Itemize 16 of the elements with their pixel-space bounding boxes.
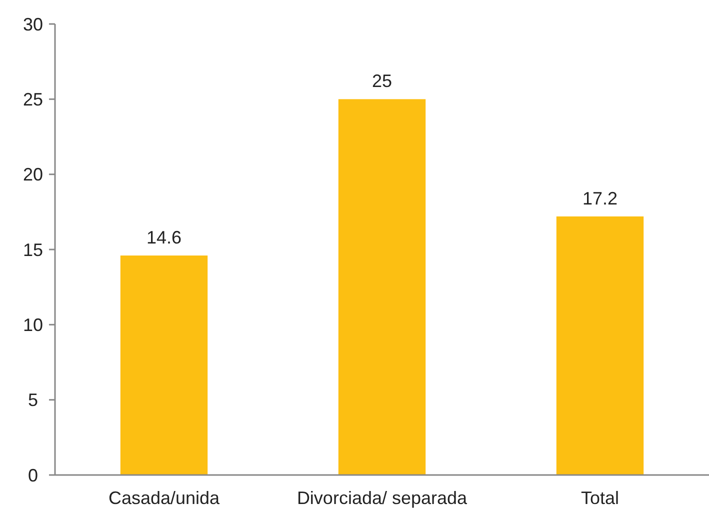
x-tick-label: Casada/unida (108, 488, 221, 508)
y-tick-label: 25 (22, 89, 44, 110)
bar (556, 216, 644, 475)
bar (120, 256, 208, 475)
bar (338, 99, 426, 475)
y-tick-label: 30 (22, 14, 44, 34)
y-tick-label: 10 (22, 314, 44, 335)
x-tick-label: Divorciada/ separada (296, 488, 468, 508)
x-tick-label: Total (580, 488, 620, 508)
y-tick-label: 15 (22, 240, 44, 260)
data-label: 25 (372, 71, 392, 92)
y-tick-label: 20 (22, 164, 44, 185)
y-tick-label: 0 (28, 465, 38, 486)
data-label: 14.6 (146, 228, 182, 248)
data-label: 17.2 (582, 188, 618, 208)
y-tick-label: 5 (28, 390, 38, 410)
